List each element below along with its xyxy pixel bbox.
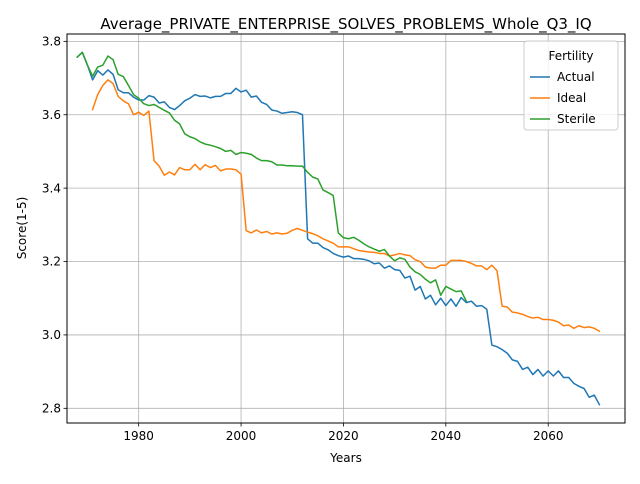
series-line-sterile	[76, 51, 468, 303]
y-tick-label: 3.0	[42, 328, 61, 342]
legend-title: Fertility	[548, 49, 593, 63]
x-tick-label: 2000	[226, 429, 257, 443]
x-tick-label: 2040	[431, 429, 462, 443]
y-axis-label: Score(1-5)	[15, 197, 29, 260]
axis-ticks: 1980 2000 2020 2040 2060 2.8 3.0 3.2 3.4 3.6 3.8	[42, 35, 564, 443]
y-tick-label: 3.2	[42, 255, 61, 269]
y-tick-label: 2.8	[42, 402, 61, 416]
x-tick-label: 2020	[328, 429, 359, 443]
x-tick-label: 1980	[123, 429, 154, 443]
plot-area-frame	[66, 33, 626, 424]
legend-label-ideal: Ideal	[557, 91, 586, 105]
series-line-actual	[76, 51, 601, 406]
legend-label-sterile: Sterile	[557, 112, 596, 126]
chart-title: Average_PRIVATE_ENTERPRISE_SOLVES_PROBLE…	[100, 15, 591, 34]
x-axis-label: Years	[329, 451, 362, 465]
legend-box	[523, 40, 619, 131]
legend-entries: Actual Ideal Sterile	[530, 70, 596, 126]
series-line-ideal	[91, 79, 601, 333]
y-tick-label: 3.6	[42, 108, 61, 122]
series-lines	[76, 51, 601, 406]
y-tick-label: 3.8	[42, 35, 61, 49]
y-tick-label: 3.4	[42, 181, 61, 195]
legend-label-actual: Actual	[557, 70, 595, 84]
legend: Fertility Actual Ideal Sterile	[523, 40, 619, 131]
x-tick-label: 2060	[533, 429, 564, 443]
